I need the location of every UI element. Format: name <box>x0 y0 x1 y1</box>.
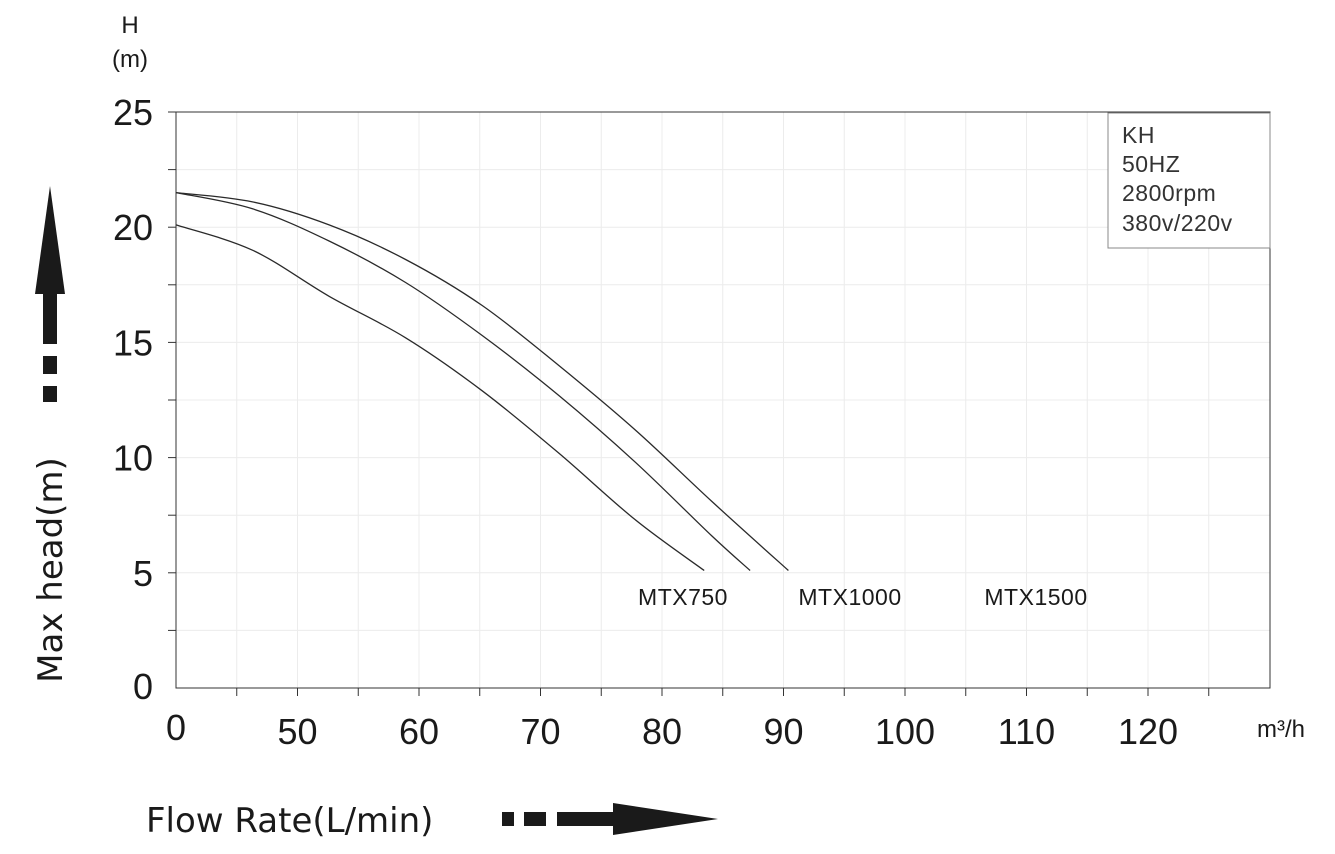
series: MTX750 MTX1000 MTX1500 <box>175 191 1087 610</box>
x-tick-label: 60 <box>399 711 439 752</box>
x-tick-label: 110 <box>998 711 1055 752</box>
y-tick-labels: 0 5 10 15 20 25 <box>113 92 153 707</box>
info-line-4: 380v/220v <box>1122 210 1233 236</box>
x-axis-title: Flow Rate(L/min) <box>146 801 433 841</box>
series-label-mtx1000: MTX1000 <box>798 584 901 610</box>
series-line-mtx1500 <box>175 191 789 571</box>
right-arrow-icon <box>502 803 718 835</box>
info-line-3: 2800rpm <box>1122 180 1216 206</box>
x-tick-labels: 0 50 60 70 80 90 100 110 120 <box>166 707 1178 752</box>
y-unit-line1: H <box>121 12 138 39</box>
x-tick-label: 50 <box>277 711 317 752</box>
y-tick-label: 15 <box>113 322 153 363</box>
x-tick-label: 80 <box>642 711 682 752</box>
x-tick-label: 0 <box>166 707 186 748</box>
series-line-mtx1000 <box>175 191 751 571</box>
axis-ticks <box>168 111 1210 696</box>
x-tick-label: 70 <box>520 711 560 752</box>
info-box-frame <box>1107 112 1271 249</box>
y-tick-label: 0 <box>133 666 153 707</box>
series-label-mtx1500: MTX1500 <box>984 584 1087 610</box>
y-tick-label: 20 <box>113 207 153 248</box>
x-tick-label: 100 <box>875 711 935 752</box>
x-tick-label: 90 <box>763 711 803 752</box>
y-tick-label: 10 <box>113 438 153 479</box>
x-tick-label: 120 <box>1118 711 1178 752</box>
grid <box>176 112 1270 688</box>
info-box: KH 50HZ 2800rpm 380v/220v <box>1107 112 1271 249</box>
y-tick-label: 5 <box>133 553 153 594</box>
info-line-1: KH <box>1122 122 1155 148</box>
series-label-mtx750: MTX750 <box>638 584 728 610</box>
series-line-mtx750 <box>175 224 705 572</box>
x-unit: m³/h <box>1257 716 1305 743</box>
info-line-2: 50HZ <box>1122 151 1180 177</box>
up-arrow-icon <box>35 186 65 402</box>
y-unit-line2: (m) <box>112 46 148 73</box>
y-tick-label: 25 <box>113 92 153 133</box>
y-axis-title: Max head(m) <box>31 457 71 683</box>
